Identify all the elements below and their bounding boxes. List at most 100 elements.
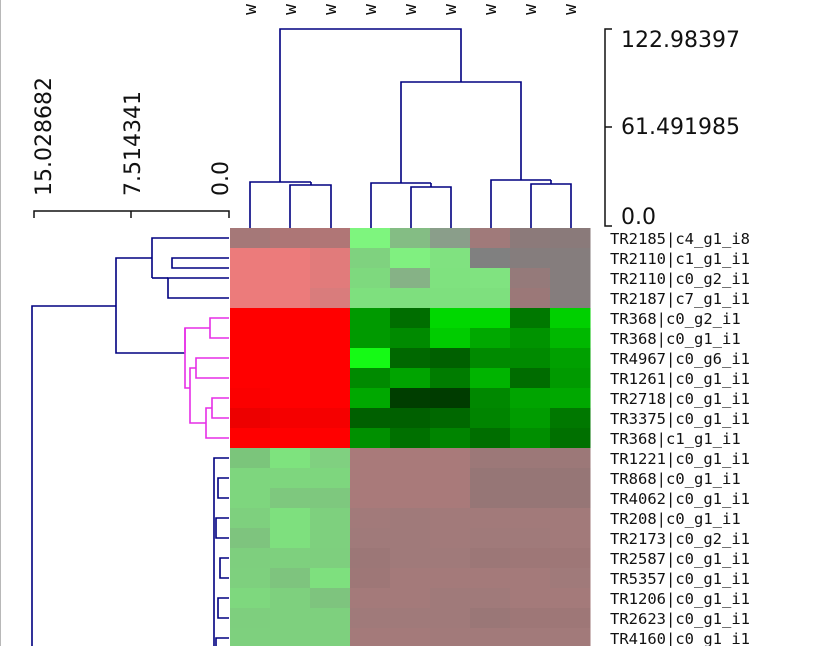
heatmap-cell (550, 628, 591, 646)
row-labels: TR2185|c4_g1_i8 TR2110|c1_g1_i1 TR2110|c0_… (610, 230, 750, 646)
heatmap-cell (230, 368, 271, 389)
row-label: TR5357|c0_g1_i1 (610, 570, 750, 588)
heatmap-cell (310, 488, 351, 509)
row-label: TR368|c0_g1_i1 (610, 330, 741, 348)
row-label: TR3375|c0_g1_i1 (610, 410, 750, 428)
heatmap-cell (350, 488, 391, 509)
heatmap-cell (270, 548, 311, 569)
heatmap-cell (470, 548, 511, 569)
row-label: TR368|c0_g2_i1 (610, 310, 741, 328)
heatmap-cell (230, 628, 271, 646)
heatmap-cell (550, 508, 591, 529)
heatmap-cell (310, 628, 351, 646)
heatmap-cell (230, 388, 271, 409)
heatmap-cell (550, 428, 591, 449)
heatmap-cell (310, 608, 351, 629)
heatmap-cell (230, 588, 271, 609)
heatmap-cell (430, 408, 471, 429)
heatmap-cell (390, 428, 431, 449)
heatmap-cell (390, 508, 431, 529)
heatmap-cell (510, 408, 551, 429)
heatmap-cell (310, 548, 351, 569)
heatmap-cell (310, 408, 351, 429)
heatmap-cell (350, 408, 391, 429)
heatmap-cell (350, 548, 391, 569)
heatmap-cell (230, 608, 271, 629)
heatmap-cell (390, 588, 431, 609)
heatmap-cell (470, 388, 511, 409)
heatmap-cell (390, 248, 431, 269)
heatmap-cell (310, 288, 351, 309)
heatmap-cell (510, 348, 551, 369)
heatmap-cell (550, 588, 591, 609)
heatmap-cell (430, 448, 471, 469)
heatmap-cell (390, 548, 431, 569)
heatmap-cell (310, 308, 351, 329)
heatmap-cell (350, 248, 391, 269)
heatmap-cell (470, 488, 511, 509)
heatmap-cell (270, 388, 311, 409)
heatmap-cell (270, 228, 311, 249)
heatmap-cell (230, 568, 271, 589)
row-label: TR4160|c0_g1_i1 (610, 630, 750, 646)
heatmap-cell (470, 448, 511, 469)
heatmap-cell (270, 348, 311, 369)
heatmap-cell (470, 348, 511, 369)
col-scale-tick-max: 122.98397 (621, 28, 740, 53)
heatmap-cell (310, 228, 351, 249)
row-scale-tick-zero: 0.0 (209, 161, 234, 196)
heatmap-cell (310, 588, 351, 609)
heatmap-cell (430, 368, 471, 389)
row-label: TR1206|c0_g1_i1 (610, 590, 750, 608)
heatmap-cell (310, 428, 351, 449)
heatmap-cell (230, 268, 271, 289)
heatmap-cell (350, 428, 391, 449)
heatmap-cell (310, 508, 351, 529)
heatmap-cell (470, 568, 511, 589)
heatmap-cell (510, 428, 551, 449)
heatmap-cell (350, 228, 391, 249)
heatmap-cell (550, 488, 591, 509)
heatmap-cell (350, 608, 391, 629)
heatmap-cell (270, 408, 311, 429)
heatmap-cell (510, 368, 551, 389)
heatmap-cell (350, 588, 391, 609)
heatmap-cell (430, 568, 471, 589)
heatmap-cell (230, 508, 271, 529)
row-dendrogram (31, 237, 229, 646)
heatmap-cell (430, 428, 471, 449)
row-label: TR2110|c0_g2_i1 (610, 270, 750, 288)
heatmap-cell (550, 448, 591, 469)
heatmap-cell (470, 608, 511, 629)
row-label: TR368|c1_g1_i1 (610, 430, 741, 448)
heatmap-cell (550, 268, 591, 289)
row-label: TR2185|c4_g1_i8 (610, 230, 750, 248)
heatmap-cell (430, 508, 471, 529)
heatmap-cell (510, 508, 551, 529)
heatmap-cell (550, 348, 591, 369)
col-scale-tick-zero: 0.0 (621, 205, 656, 230)
heatmap-cell (550, 608, 591, 629)
heatmap-cell (550, 328, 591, 349)
heatmap-cell (510, 588, 551, 609)
heatmap-cell (230, 428, 271, 449)
heatmap-cell (510, 488, 551, 509)
heatmap-cell (270, 328, 311, 349)
heatmap-cell (270, 568, 311, 589)
heatmap-cell (430, 468, 471, 489)
heatmap-cell (470, 228, 511, 249)
heatmap-cell (310, 388, 351, 409)
heatmap-cell (230, 468, 271, 489)
row-label: TR2623|c0_g1_i1 (610, 610, 750, 628)
heatmap-cell (430, 308, 471, 329)
heatmap-cell (390, 328, 431, 349)
row-label: TR1221|c0_g1_i1 (610, 450, 750, 468)
heatmap-cell (430, 628, 471, 646)
heatmap-grid (230, 228, 591, 646)
heatmap-cell (470, 428, 511, 449)
row-scale-tick-max: 15.028682 (32, 77, 57, 196)
heatmap-cell (350, 508, 391, 529)
heatmap-cell (510, 528, 551, 549)
heatmap-cell (430, 268, 471, 289)
